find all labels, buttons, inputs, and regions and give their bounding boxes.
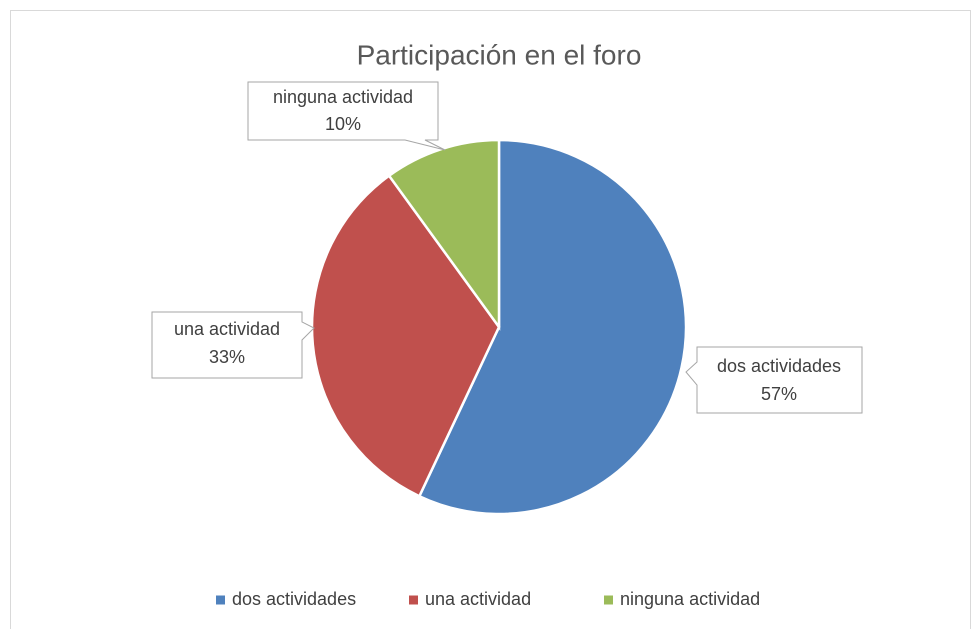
legend-label: una actividad bbox=[425, 589, 531, 609]
data-label-box bbox=[247, 81, 446, 151]
data-label-value: 57% bbox=[761, 384, 797, 404]
legend-marker bbox=[604, 595, 613, 605]
legend-label: ninguna actividad bbox=[620, 589, 760, 609]
data-label-category: una actividad bbox=[174, 319, 280, 339]
data-label-category: dos actividades bbox=[717, 356, 841, 376]
data-label-category: ninguna actividad bbox=[273, 87, 413, 107]
pie-slice bbox=[417, 138, 688, 516]
data-label-value: 10% bbox=[325, 114, 361, 134]
pie-slice bbox=[310, 173, 501, 498]
chart-border bbox=[10, 10, 971, 629]
legend-marker bbox=[409, 595, 418, 605]
data-label-box bbox=[685, 346, 863, 414]
data-label-box bbox=[151, 311, 315, 379]
data-label-value: 33% bbox=[209, 347, 245, 367]
legend-marker bbox=[216, 595, 225, 605]
chart-title: Participación en el foro bbox=[357, 39, 642, 70]
legend-label: dos actividades bbox=[232, 589, 356, 609]
